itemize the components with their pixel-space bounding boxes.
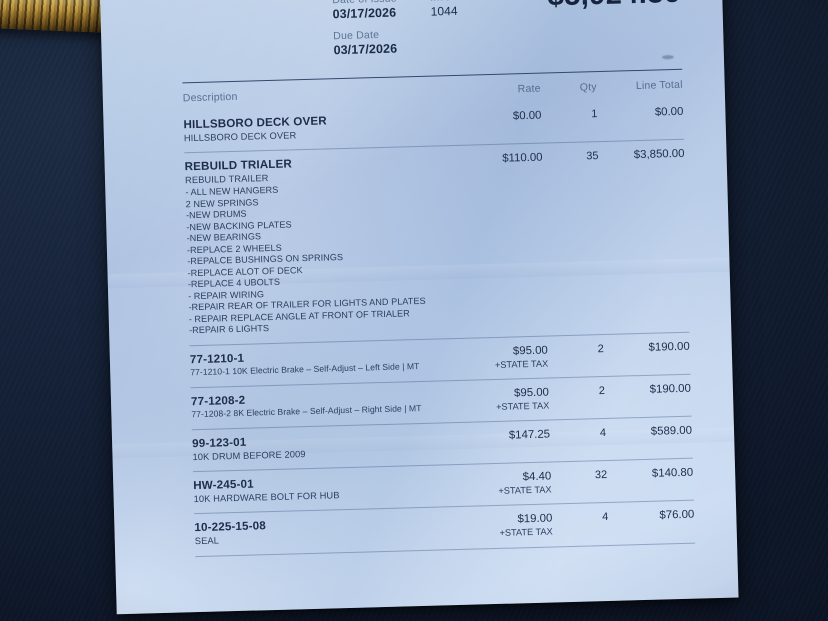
- cell-qty: 4: [554, 426, 610, 442]
- table-row: REBUILD TRIALER REBUILD TRAILER - ALL NEW …: [184, 140, 689, 345]
- qty-value: 2: [598, 384, 606, 398]
- line-total-amount: $140.80: [651, 466, 694, 480]
- line-total-amount: $76.00: [659, 508, 695, 522]
- cell-rate: $95.00 +STATE TAX: [457, 385, 554, 414]
- cell-description: 99-123-01 10K DRUM BEFORE 2009: [192, 430, 459, 463]
- qty-value: 4: [599, 426, 607, 440]
- rate-amount: $0.00: [512, 109, 542, 123]
- invoice-content: Date of Issue 03/17/2026 Invoice Number …: [99, 0, 738, 614]
- cell-qty: 35: [546, 149, 602, 165]
- cell-description: HILLSBORO DECK OVER HILLSBORO DECK OVER: [183, 111, 450, 144]
- cell-qty: 1: [545, 107, 601, 123]
- cell-line-total: $589.00: [610, 424, 692, 440]
- cell-description: 10-225-15-08 SEAL: [194, 514, 461, 547]
- cell-line-total: $140.80: [611, 466, 693, 482]
- cell-qty: 4: [556, 510, 612, 526]
- grand-total-amount: $5,924.86: [547, 0, 680, 13]
- invoice-number-field: Invoice Number 1044: [430, 0, 507, 20]
- rate-tax-note: +STATE TAX: [495, 400, 550, 412]
- invoice-paper: Date of Issue 03/17/2026 Invoice Number …: [99, 0, 739, 615]
- line-total-amount: $190.00: [649, 382, 692, 396]
- qty-value: 4: [602, 511, 609, 524]
- invoice-number-value: 1044: [430, 3, 458, 19]
- line-items-body: HILLSBORO DECK OVER HILLSBORO DECK OVER $0…: [183, 98, 696, 557]
- line-items-table: Description Rate Qty Line Total HILLSBOR…: [182, 68, 696, 557]
- cell-rate: $147.25: [458, 427, 554, 444]
- cell-line-total: $76.00: [612, 508, 694, 524]
- rate-tax-note: +STATE TAX: [499, 526, 553, 539]
- cell-line-total: $0.00: [601, 105, 684, 121]
- line-total-amount: $589.00: [650, 424, 693, 438]
- rate-tax-note: +STATE TAX: [498, 484, 552, 497]
- column-header-line-total: Line Total: [635, 78, 683, 93]
- rate-amount: $110.00: [502, 151, 543, 165]
- due-date-field: Due Date 03/17/2026: [333, 29, 397, 59]
- qty-value: 1: [591, 108, 598, 121]
- qty-value: 2: [597, 342, 604, 356]
- cell-description: REBUILD TRIALER REBUILD TRAILER - ALL NEW …: [185, 153, 456, 337]
- cell-description: 77-1208-2 77-1208-2 8K Electric Brake – S…: [191, 388, 458, 421]
- item-detail-list: - ALL NEW HANGERS 2 NEW SPRINGS -NEW DRUMS…: [185, 181, 447, 337]
- cell-line-total: $190.00: [609, 382, 691, 398]
- cell-rate: $95.00 +STATE TAX: [456, 343, 553, 372]
- cell-qty: 32: [555, 468, 611, 484]
- line-total-amount: $0.00: [654, 105, 684, 119]
- column-header-qty: Qty: [579, 81, 597, 94]
- cell-rate: $0.00: [449, 109, 545, 126]
- column-header-description: Description: [182, 90, 238, 105]
- column-header-rate: Rate: [517, 82, 541, 96]
- line-total-amount: $3,850.00: [633, 147, 685, 162]
- line-total-amount: $190.00: [648, 340, 690, 354]
- cell-qty: 2: [553, 384, 609, 400]
- date-of-issue-field: Date of Issue 03/17/2026: [332, 0, 397, 22]
- cell-rate: $110.00: [450, 151, 546, 168]
- due-date-value: 03/17/2026: [333, 41, 398, 58]
- rate-amount: $147.25: [508, 428, 551, 442]
- cell-rate: $4.40 +STATE TAX: [459, 469, 556, 498]
- qty-value: 32: [594, 469, 608, 482]
- cell-description: HW-245-01 10K HARDWARE BOLT FOR HUB: [193, 472, 460, 505]
- cell-line-total: $3,850.00: [602, 147, 685, 163]
- cell-description: 77-1210-1 77-1210-1 10K Electric Brake – …: [190, 346, 457, 379]
- cell-qty: 2: [552, 342, 608, 358]
- qty-value: 35: [586, 150, 599, 163]
- due-date-label: Due Date: [333, 28, 380, 43]
- cell-rate: $19.00 +STATE TAX: [460, 512, 557, 541]
- date-of-issue-value: 03/17/2026: [332, 5, 397, 22]
- cell-line-total: $190.00: [608, 340, 690, 356]
- rate-tax-note: +STATE TAX: [494, 358, 549, 370]
